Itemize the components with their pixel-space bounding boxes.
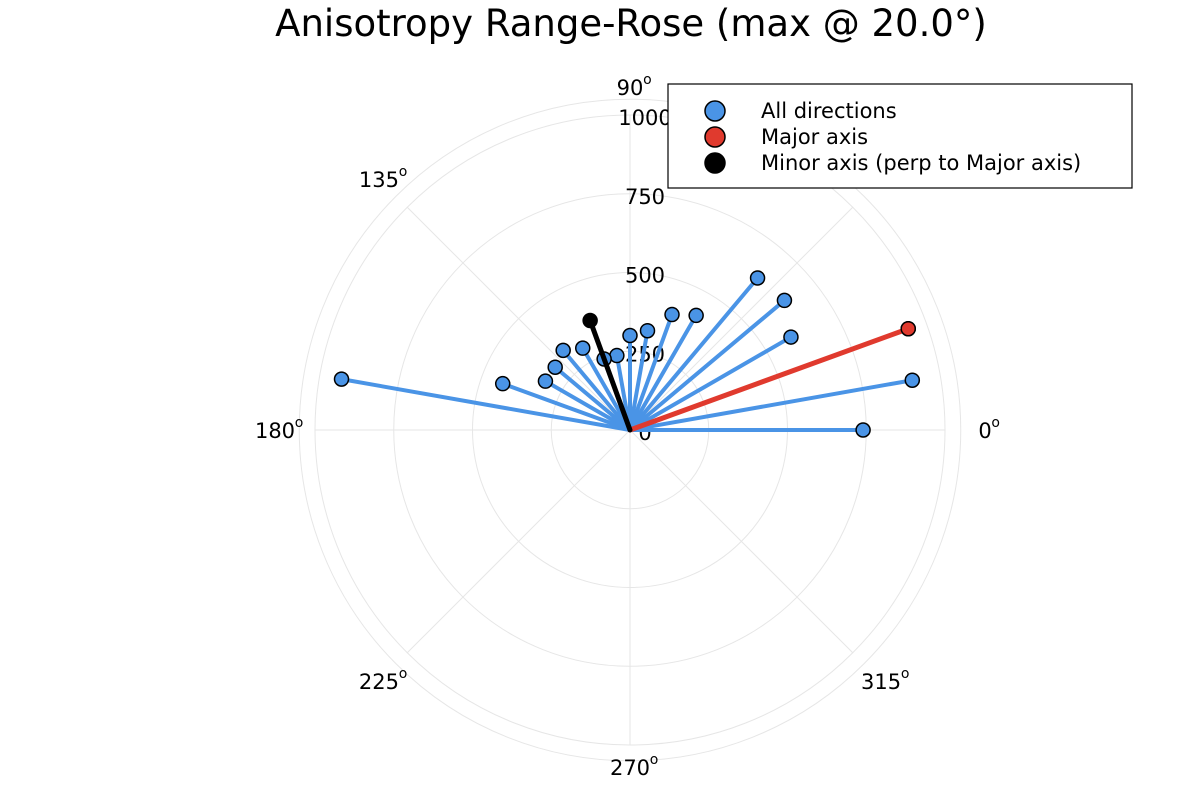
stem-line	[628, 378, 915, 432]
angle-tick-value: 0	[978, 419, 991, 443]
data-point	[622, 327, 638, 344]
angle-tick-value: 270	[610, 756, 650, 780]
grid-ring	[298, 98, 962, 762]
data-point	[855, 422, 871, 438]
series-2	[582, 312, 633, 433]
data-point	[575, 340, 591, 356]
stem-line	[627, 326, 911, 433]
degree-symbol: o	[295, 415, 304, 431]
data-point	[688, 307, 704, 324]
stem-line	[628, 275, 760, 432]
chart-title: Anisotropy Range-Rose (max @ 20.0°)	[275, 2, 987, 45]
legend-label: All directions	[761, 99, 897, 123]
grid-spoke	[406, 429, 631, 654]
angle-tick-value: 90	[617, 76, 644, 100]
data-point	[783, 329, 799, 345]
angle-tick-label: 180 o	[255, 415, 303, 443]
degree-symbol: o	[399, 164, 408, 180]
legend-label: Major axis	[761, 125, 868, 149]
grid-spoke	[629, 206, 854, 431]
angle-tick-value: 315	[861, 670, 901, 694]
data-point	[582, 312, 598, 329]
degree-symbol: o	[991, 415, 1000, 431]
grid-spoke	[629, 429, 854, 654]
radial-tick-label: 500	[625, 264, 665, 288]
legend-marker	[704, 100, 726, 122]
angle-tick-value: 225	[359, 670, 399, 694]
data-point	[639, 322, 656, 339]
radial-tick-label: 750	[625, 185, 665, 209]
data-point	[333, 371, 350, 387]
stem-line	[553, 365, 632, 432]
grid-spoke	[406, 206, 631, 431]
stem-line	[628, 312, 675, 432]
data-point	[494, 375, 511, 392]
angle-tick-label: 135 o	[359, 164, 407, 192]
degree-symbol: o	[399, 666, 408, 682]
stem-line	[628, 335, 793, 432]
polar-grid	[298, 98, 962, 762]
data-point	[537, 373, 554, 389]
legend-marker	[704, 126, 726, 148]
degree-symbol: o	[643, 72, 652, 88]
legend-marker	[704, 152, 726, 174]
stem-line	[500, 381, 632, 432]
data-point	[900, 320, 916, 337]
data-point	[664, 306, 680, 323]
radial-tick-label: 1000	[618, 106, 671, 130]
stem-line	[628, 328, 650, 432]
stem-line	[580, 346, 632, 432]
series-1	[627, 320, 916, 433]
stem-line	[339, 377, 632, 432]
stem-line	[587, 317, 633, 433]
stem-line	[628, 298, 787, 432]
angle-tick-label: 90 o	[617, 72, 652, 100]
stem-line	[628, 313, 699, 432]
stem-line	[543, 379, 632, 432]
legend-box	[667, 83, 1133, 189]
angle-tick-value: 180	[255, 419, 295, 443]
angle-tick-label: 225 o	[359, 666, 407, 694]
angle-tick-label: 315 o	[861, 666, 909, 694]
data-point	[904, 372, 921, 388]
data-point	[749, 270, 766, 286]
data-point	[555, 342, 571, 359]
angle-tick-label: 270 o	[610, 752, 658, 780]
degree-symbol: o	[650, 752, 659, 768]
data-point	[547, 359, 563, 375]
data-point	[609, 347, 625, 364]
angle-tick-value: 135	[359, 168, 399, 192]
stem-line	[561, 348, 632, 432]
legend-label: Minor axis (perp to Major axis)	[761, 151, 1081, 175]
degree-symbol: o	[901, 666, 910, 682]
data-series	[333, 270, 921, 438]
data-point	[776, 292, 793, 309]
